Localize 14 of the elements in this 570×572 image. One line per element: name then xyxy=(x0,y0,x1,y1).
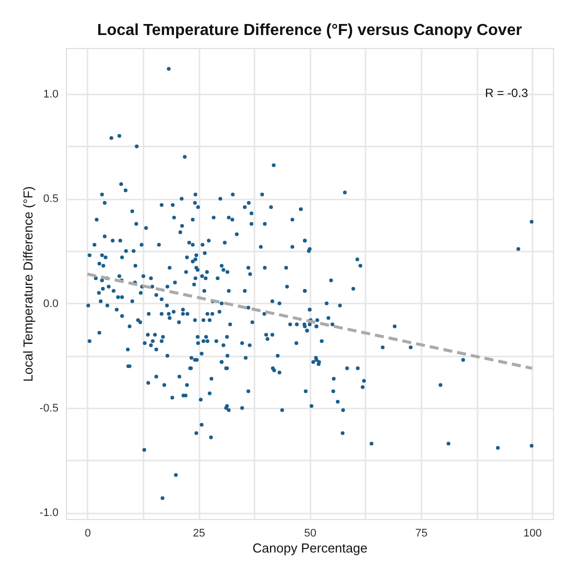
y-tick-label: 0.5 xyxy=(43,193,58,206)
y-tick-label: -0.5 xyxy=(40,402,58,415)
annotation: R = -0.3 xyxy=(484,86,528,100)
x-tick-label: 25 xyxy=(192,528,206,540)
chart-title: Local Temperature Difference (°F) versus Canopy Cover xyxy=(97,22,522,39)
x-tick-label: 50 xyxy=(304,528,316,540)
x-tick-label: 0 xyxy=(84,528,91,540)
y-tick-label: -1.0 xyxy=(40,507,58,520)
y-tick-label: 0.0 xyxy=(43,298,58,310)
y-axis-title: Local Temperature Difference (°F) xyxy=(20,186,36,382)
y-tick-label: 1.0 xyxy=(43,88,58,101)
x-tick-label: 75 xyxy=(415,528,428,540)
x-axis-title: Canopy Percentage xyxy=(252,540,368,556)
x-tick-label: 100 xyxy=(523,528,542,540)
